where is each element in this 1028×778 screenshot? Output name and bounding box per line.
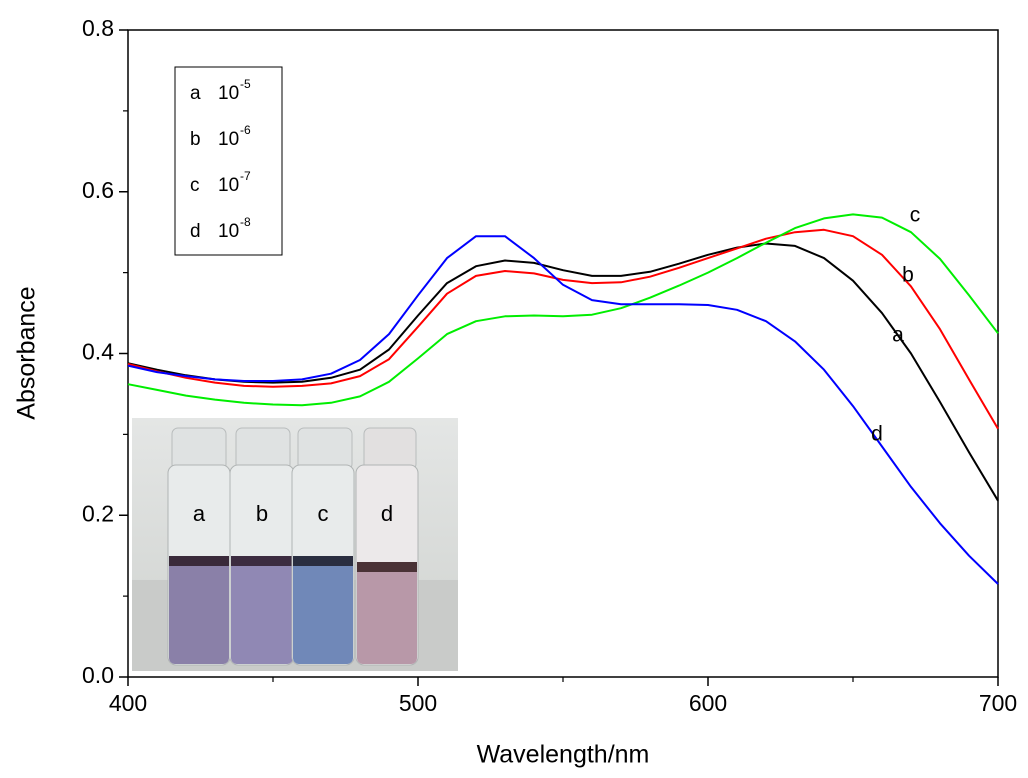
y-axis-label: Absorbance [13, 286, 41, 419]
x-axis-label: Wavelength/nm [477, 741, 650, 769]
series-line [127, 242, 999, 502]
legend-label: d [190, 221, 201, 242]
legend-exponent: -6 [240, 123, 251, 137]
y-tick-label: 0.4 [82, 339, 114, 365]
x-tick-label: 700 [979, 690, 1017, 716]
series-line [127, 228, 999, 430]
legend-exponent: -5 [240, 77, 251, 91]
inset-label: c [318, 501, 329, 526]
legend-label: b [190, 129, 201, 150]
series-line [127, 235, 999, 585]
vial [167, 427, 231, 666]
y-tick-label: 0.8 [82, 15, 114, 41]
y-tick-label: 0.0 [82, 662, 114, 688]
legend-base: 10 [218, 221, 239, 242]
y-tick-label: 0.2 [82, 500, 114, 526]
legend-base: 10 [218, 175, 239, 196]
legend-label: a [190, 83, 201, 104]
inset-label: b [256, 501, 268, 526]
x-tick-label: 600 [689, 690, 727, 716]
curve-label: b [902, 264, 914, 287]
x-tick-label: 400 [109, 690, 147, 716]
vial [229, 427, 295, 666]
inset-label: a [193, 501, 206, 526]
curve-label: a [892, 324, 904, 347]
inset-label: d [381, 501, 393, 526]
x-tick-label: 500 [399, 690, 437, 716]
curve-label: c [910, 204, 921, 227]
vial [291, 427, 355, 666]
legend-exponent: -8 [240, 215, 251, 229]
series-line [127, 213, 999, 407]
legend-exponent: -7 [240, 169, 251, 183]
legend-base: 10 [218, 129, 239, 150]
y-tick-label: 0.6 [82, 177, 114, 203]
inset-photo [132, 418, 458, 671]
legend-box [174, 66, 283, 256]
curve-label: d [871, 423, 883, 446]
vial [355, 427, 419, 666]
legend-label: c [190, 175, 200, 196]
legend-base: 10 [218, 83, 239, 104]
